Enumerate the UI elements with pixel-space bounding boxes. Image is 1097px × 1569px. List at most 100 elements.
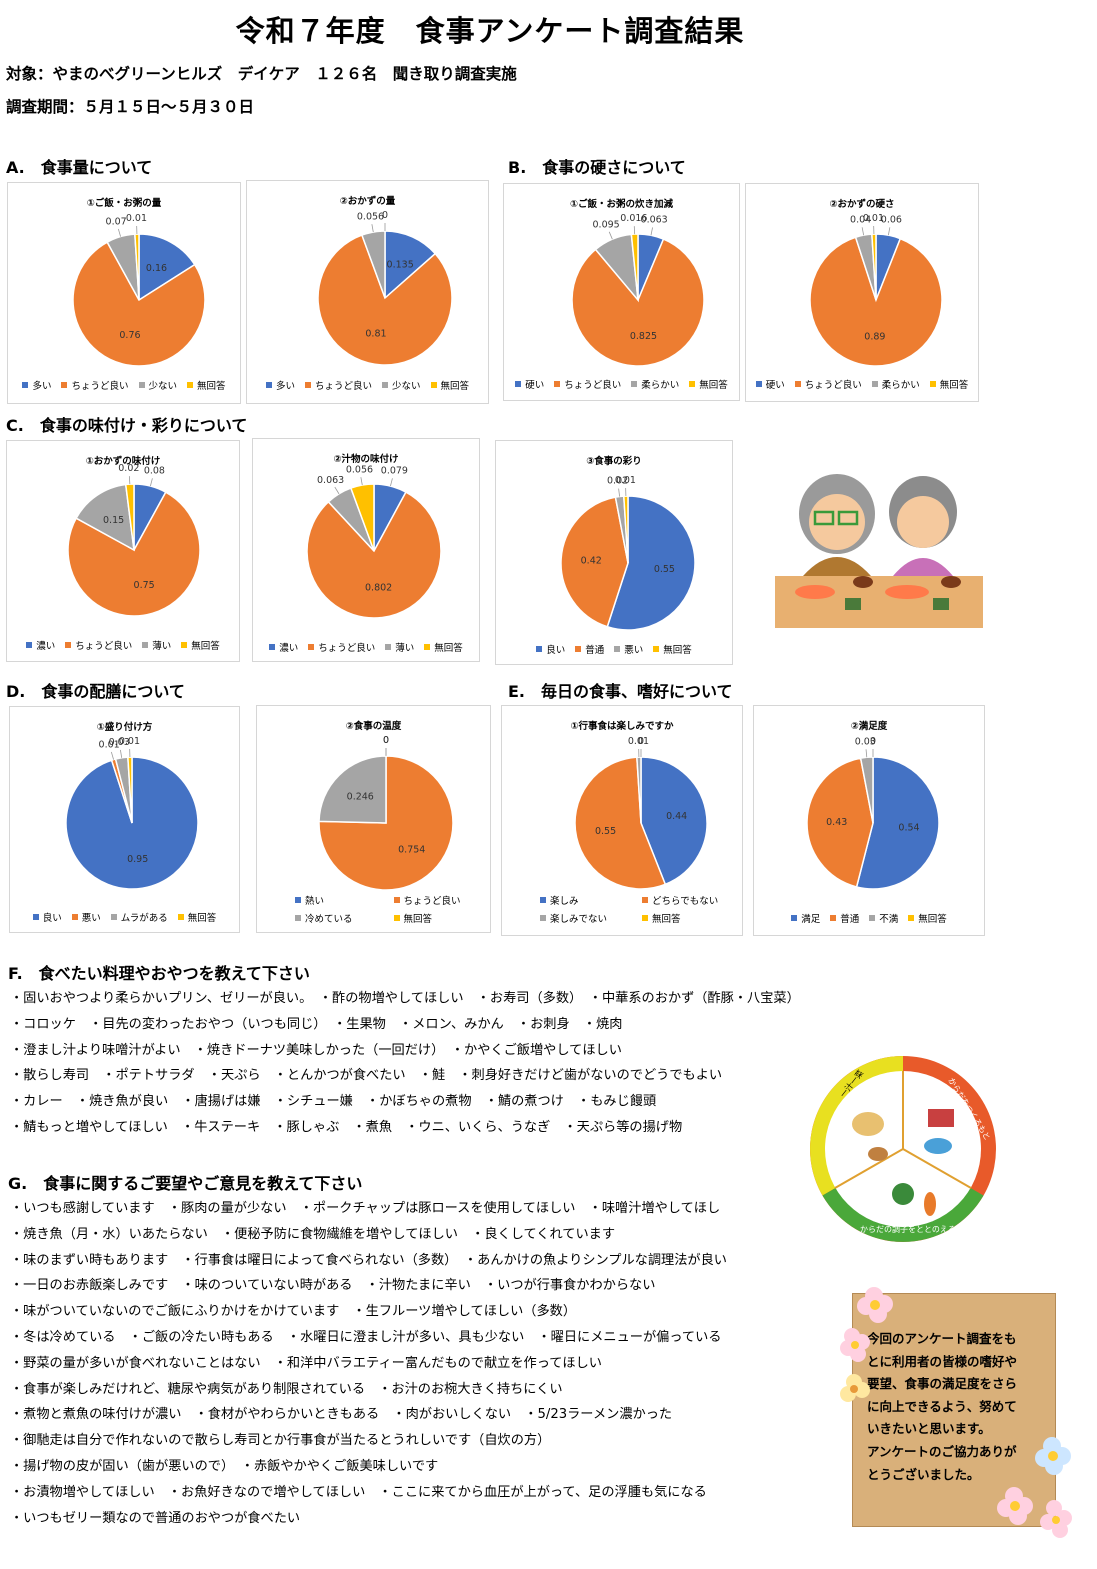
pie-slice-2 [318, 755, 454, 891]
legend-item: 柔らかい [871, 377, 920, 391]
legend-label: 無回答 [663, 645, 692, 656]
data-label-1: 0.135 [387, 259, 414, 270]
data-label-1: 0.079 [381, 466, 408, 477]
chart-title: ②食事の温度 [345, 721, 402, 732]
pie-chart-svg: 0.16 0.76 0.07 0.01 [72, 213, 206, 367]
legend-item: 無回答 [430, 378, 469, 392]
pie-slice-1 [640, 756, 708, 886]
data-label-3: 0.02 [607, 476, 628, 487]
f-list-item: ・散らし寿司 ・ポテトサラダ ・天ぷら ・とんかつが食べたい ・鮭 ・刺身好きだ… [10, 1068, 723, 1084]
data-label-4: 0.01 [126, 213, 147, 224]
data-label-4: 0.056 [346, 464, 373, 475]
legend-item: 熱い [295, 893, 324, 907]
legend-label: ちょうど良い [71, 381, 129, 392]
data-label-3: 0.095 [593, 219, 620, 230]
legend-label: 満足 [801, 914, 821, 925]
data-label-3: 0.01 [628, 736, 649, 747]
legend-item: 普通 [575, 642, 604, 656]
pie-slice-2 [574, 756, 667, 890]
data-label-leader [608, 231, 613, 240]
legend-swatch [269, 644, 276, 650]
legend-swatch [295, 897, 301, 903]
legend-item: ちょうど良い [308, 640, 375, 654]
data-label-1: 0.08 [144, 466, 165, 477]
legend-label: 冷めている [305, 914, 353, 925]
section-f-heading: F. 食べたい料理やおやつを教えて下さい [8, 964, 310, 983]
g-list-item: ・冬は冷めている ・ご飯の冷たい時もある ・水曜日に澄まし汁が多い、具も少ない … [10, 1329, 722, 1345]
data-label-4: 0.01 [119, 736, 140, 747]
f-list-item: ・澄まし汁より味噌汁がよい ・焼きドーナツ美味しかった（一回だけ） ・かやくご飯… [10, 1042, 622, 1058]
data-label-leader [390, 478, 393, 487]
legend-label: 柔らかい [641, 380, 680, 391]
legend-label: 熱い [305, 896, 325, 907]
pie-slice-2 [809, 236, 943, 367]
legend-swatch [642, 897, 648, 903]
chart-legend: 多い ちょうど良い 少ない 無回答 [247, 378, 488, 392]
legend-swatch [869, 915, 876, 921]
legend-item: ちょうど良い [393, 893, 461, 907]
legend-swatch [871, 381, 878, 387]
legend-label: 悪い [81, 913, 101, 924]
pie-chart-6: 0.079 0.802 0.063 0.056 ②汁物の味付け濃い ちょうど良い 薄い 無回答 [252, 438, 480, 662]
legend-swatch [385, 644, 392, 650]
g-list-item: ・味がついていないのでご飯にふりかけをかけています ・生フルーツ増やしてほしい（… [10, 1304, 577, 1320]
legend-label: 無回答 [197, 381, 226, 392]
data-label-1: 0.44 [666, 811, 687, 822]
chart-title: ①ご飯・お粥の量 [86, 198, 162, 209]
legend-label: ちょうど良い [75, 641, 133, 652]
page-title: 令和７年度 食事アンケート調査結果 [235, 14, 745, 48]
section-e-heading: E. 毎日の食事、嗜好について [508, 682, 733, 701]
section-c-heading: C. 食事の味付け・彩りについて [6, 416, 248, 435]
legend-label: 無回答 [918, 914, 947, 925]
pie-chart-1: 0.16 0.76 0.07 0.01 ①ご飯・お粥の量 多い ちょうど良い 少ない 無回答 [7, 182, 241, 404]
data-label-3: 0.03 [109, 737, 130, 748]
legend-label: 濃い [36, 641, 56, 652]
section-b-heading: B. 食事の硬さについて [508, 158, 686, 177]
legend-item: 硬い [755, 377, 785, 391]
legend-swatch [71, 914, 78, 920]
chart-title: ②汁物の味付け [333, 454, 399, 465]
chart-title: ②おかずの硬さ [829, 199, 895, 210]
chart-legend: 熱い ちょうど良い 冷めている 無回答 [257, 893, 490, 925]
data-label-4: 0 [383, 735, 389, 746]
data-label-leader [128, 476, 131, 485]
legend-swatch [32, 914, 39, 920]
data-label-leader [887, 227, 891, 236]
section-g-heading: G. 食事に関するご要望やご意見を教えて下さい [8, 1174, 363, 1193]
legend-swatch [791, 915, 798, 921]
data-label-leader [334, 486, 340, 495]
legend-item: 濃い [269, 640, 298, 654]
legend-label: 無回答 [939, 380, 969, 391]
data-label-leader [861, 227, 865, 236]
legend-item: 楽しみ [540, 893, 579, 907]
chart-title: ①おかずの味付け [85, 456, 161, 467]
f-request-list: ・固いおやつより柔らかいプリン、ゼリーが良い。 ・酢の物増やしてほしい ・お寿司… [10, 986, 810, 1141]
data-label-2: 0.89 [864, 331, 885, 342]
legend-swatch [929, 381, 936, 387]
data-label-1: 0.54 [898, 823, 919, 834]
pie-chart-svg: 0.54 0.43 0.030 [806, 736, 940, 890]
data-label-4: 0.02 [118, 463, 139, 474]
food-group-plate-illustration: 一汁一菜 からだをつくるもと からだの調子をととのえる [810, 1056, 996, 1242]
legend-item: 無回答 [908, 911, 947, 925]
chart-title: ①盛り付け方 [96, 722, 153, 733]
survey-target: 対象：やまのべグリーンヒルズ デイケア １２６名 聞き取り調査実施 [6, 65, 517, 83]
legend-item: 無回答 [689, 377, 728, 391]
legend-swatch [142, 642, 149, 648]
legend-swatch [653, 646, 660, 652]
legend-swatch [755, 381, 762, 387]
legend-swatch [22, 382, 29, 388]
legend-item: ちょうど良い [304, 378, 372, 392]
legend-swatch [181, 642, 188, 648]
legend-item: ちょうど良い [554, 377, 621, 391]
chart-title: ②満足度 [850, 721, 888, 732]
legend-swatch [295, 915, 301, 921]
legend-label: ちょうど良い [403, 896, 461, 907]
legend-label: 無回答 [191, 641, 220, 652]
data-label-leader [150, 478, 153, 487]
legend-swatch [689, 381, 696, 387]
legend-item: 無回答 [424, 640, 463, 654]
chart-legend: 濃い ちょうど良い 薄い 無回答 [253, 640, 479, 654]
legend-item: 冷めている [295, 911, 353, 925]
